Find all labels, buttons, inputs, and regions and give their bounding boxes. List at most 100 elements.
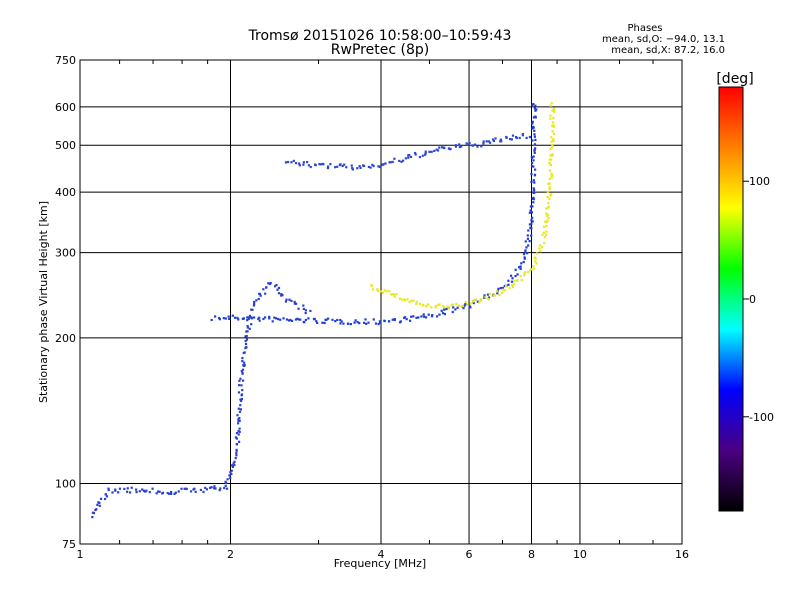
- data-point: [294, 161, 298, 165]
- data-point: [474, 298, 477, 301]
- colorbar-ticks: 100 0 -100: [743, 175, 774, 424]
- data-point: [235, 454, 238, 457]
- data-point: [307, 317, 310, 320]
- data-point: [189, 490, 193, 493]
- x-axis-label: Frequency [MHz]: [334, 557, 426, 570]
- data-point: [549, 163, 553, 167]
- data-point: [235, 442, 239, 446]
- data-point: [358, 322, 361, 325]
- data-point: [313, 163, 317, 166]
- data-point: [551, 109, 554, 112]
- data-point: [523, 274, 526, 277]
- data-point: [533, 188, 536, 192]
- data-point: [535, 252, 539, 255]
- y-tick-label: 300: [55, 247, 76, 260]
- data-point: [103, 497, 107, 501]
- data-point: [237, 422, 240, 425]
- data-point: [257, 297, 260, 301]
- data-point: [440, 146, 444, 149]
- stats-x: mean, sd,X: 87.2, 16.0: [611, 45, 725, 56]
- data-point: [511, 277, 514, 280]
- data-point: [222, 317, 225, 320]
- data-point: [387, 320, 391, 323]
- data-point: [304, 309, 307, 312]
- data-point: [528, 135, 532, 139]
- data-point: [433, 149, 436, 152]
- colorbar-tick-label: 100: [749, 175, 770, 188]
- data-point: [551, 121, 555, 124]
- data-point: [204, 486, 207, 489]
- data-point: [451, 310, 454, 314]
- data-point: [275, 283, 278, 287]
- data-point: [123, 487, 126, 491]
- data-point: [492, 294, 495, 297]
- data-point: [304, 318, 307, 322]
- data-point: [269, 281, 272, 285]
- data-point: [117, 491, 120, 494]
- data-point: [550, 140, 553, 143]
- data-point: [238, 419, 241, 422]
- data-point: [458, 145, 462, 149]
- data-point: [248, 316, 251, 319]
- data-point: [241, 360, 244, 363]
- data-point: [551, 130, 554, 133]
- data-point: [239, 377, 242, 380]
- data-point: [405, 318, 408, 321]
- data-point: [552, 116, 555, 119]
- data-point: [334, 320, 337, 323]
- data-point: [415, 300, 418, 304]
- data-point: [547, 182, 550, 185]
- data-point: [393, 295, 396, 298]
- data-point: [529, 205, 532, 208]
- data-point: [280, 293, 283, 296]
- data-point: [530, 211, 534, 214]
- colorbar-tick-label: -100: [749, 411, 774, 424]
- data-point: [237, 433, 240, 436]
- data-point: [250, 308, 253, 311]
- data-point: [447, 307, 450, 310]
- data-point: [552, 107, 556, 110]
- data-point: [533, 149, 536, 152]
- data-point: [485, 140, 488, 143]
- data-point: [341, 164, 344, 168]
- data-point: [245, 338, 249, 341]
- data-point: [546, 195, 549, 199]
- data-point: [258, 319, 261, 322]
- data-point: [246, 330, 249, 333]
- data-point: [273, 285, 277, 288]
- data-point: [505, 136, 508, 139]
- data-point: [246, 326, 250, 329]
- data-point: [534, 115, 537, 118]
- data-point: [271, 320, 274, 323]
- data-point: [232, 462, 235, 465]
- data-point: [548, 197, 551, 200]
- data-point: [520, 262, 523, 265]
- data-point: [529, 209, 532, 212]
- data-point: [240, 384, 243, 387]
- x-tick-label: 16: [675, 548, 689, 561]
- data-point: [552, 139, 555, 143]
- data-point: [238, 427, 241, 430]
- data-point: [528, 223, 532, 226]
- data-point: [282, 317, 285, 320]
- data-point: [550, 176, 554, 179]
- data-point: [237, 430, 240, 433]
- data-point: [385, 290, 388, 293]
- data-point: [533, 173, 537, 176]
- data-point: [290, 299, 293, 302]
- data-point: [549, 147, 552, 151]
- data-point: [339, 318, 342, 322]
- data-point: [428, 150, 431, 153]
- data-point: [441, 312, 445, 315]
- data-point: [422, 313, 425, 316]
- data-point: [378, 321, 382, 324]
- data-point: [126, 487, 129, 490]
- data-point: [107, 488, 110, 492]
- data-point: [503, 284, 506, 288]
- data-point: [454, 145, 458, 148]
- data-point: [551, 154, 554, 157]
- data-point: [141, 488, 144, 491]
- data-point: [552, 109, 556, 112]
- data-point: [255, 299, 258, 302]
- data-point: [135, 488, 138, 491]
